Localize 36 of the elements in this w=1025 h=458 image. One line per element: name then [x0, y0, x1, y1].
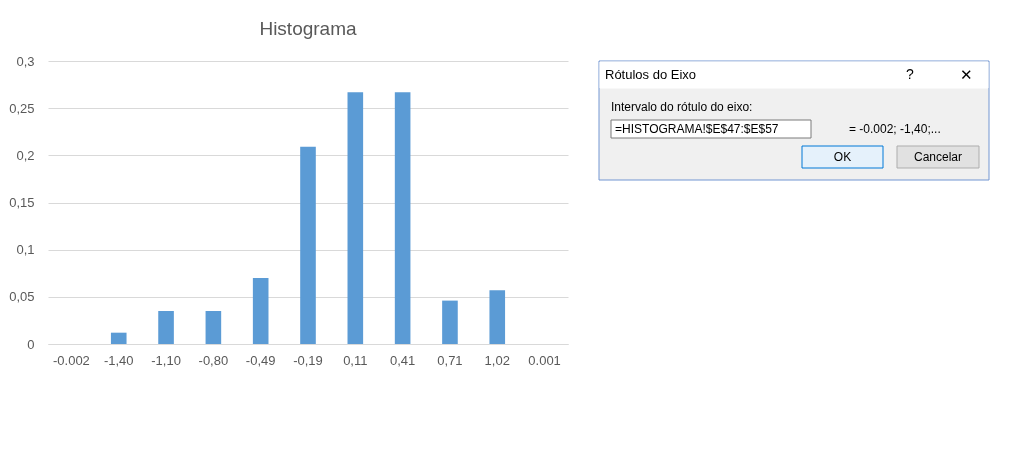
x-tick-label: -0,80: [198, 352, 229, 368]
x-tick-label: 0,41: [389, 352, 416, 368]
y-tick-label: 0,15: [9, 195, 35, 210]
text: OK: [833, 150, 852, 164]
x-tick-label: 0.001: [528, 352, 561, 368]
y-tick-label: 0,1: [16, 242, 35, 258]
bar: [110, 332, 127, 344]
x-tick-label: 0,71: [437, 352, 463, 368]
bar: [300, 146, 316, 344]
text: = -0.002; -1,40;...: [849, 122, 941, 136]
text: =HISTOGRAMA!$E$47:$E$57: [615, 122, 779, 136]
x-tick-label: 0,11: [343, 352, 368, 368]
bar: [158, 310, 174, 344]
x-tick-label: -0,19: [293, 352, 323, 368]
y-tick-label: 0,2: [16, 147, 35, 163]
text: Rótulos do Eixo: [605, 67, 697, 82]
text: ✕: [959, 66, 973, 83]
bar: [442, 300, 458, 344]
bar: [489, 290, 506, 344]
y-tick-label: 0,25: [9, 100, 35, 116]
chart-title: Histograma: [259, 18, 357, 39]
text: Cancelar: [913, 150, 963, 164]
x-tick-label: -1,10: [151, 352, 181, 368]
text: ?: [906, 66, 915, 82]
x-tick-label: -0,49: [245, 352, 276, 368]
bar: [394, 92, 411, 344]
x-tick-label: -0.002: [52, 352, 90, 368]
y-tick-label: 0: [27, 336, 35, 352]
y-tick-label: 0,05: [9, 289, 35, 305]
y-tick-label: 0,3: [16, 53, 35, 69]
bar: [252, 277, 269, 344]
text: Intervalo do rótulo do eixo:: [611, 100, 753, 114]
x-tick-label: -1,40: [103, 352, 134, 368]
x-tick-label: 1,02: [484, 352, 510, 368]
bar: [205, 310, 222, 344]
bar: [347, 92, 364, 344]
